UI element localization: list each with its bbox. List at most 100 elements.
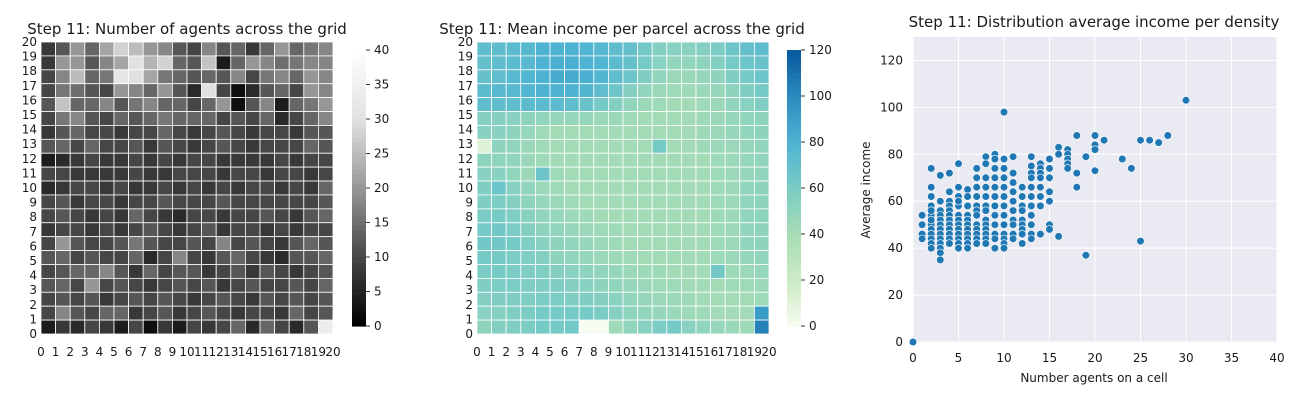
heatmap-cell	[608, 305, 624, 321]
x-tick-label: 16	[703, 345, 718, 359]
heatmap-cell	[622, 83, 639, 99]
heatmap-cell	[157, 208, 173, 224]
heatmap-cell	[259, 111, 276, 126]
x-tick-label: 18	[732, 345, 747, 359]
heatmap-cell	[99, 111, 115, 126]
heatmap-cell	[274, 319, 290, 335]
heatmap-cell	[201, 222, 217, 238]
heatmap-cell	[69, 83, 86, 99]
heatmap-cell	[651, 277, 668, 293]
heatmap-cell	[201, 83, 217, 99]
heatmap-cell	[99, 97, 115, 112]
heatmap-cell	[99, 138, 115, 154]
heatmap-cell	[622, 41, 639, 57]
heatmap-cell	[99, 125, 115, 140]
heatmap-cell	[113, 250, 130, 265]
heatmap-cell	[666, 111, 682, 126]
heatmap-cell	[651, 291, 668, 307]
heatmap-cell	[113, 291, 130, 307]
scatter-point	[1081, 251, 1090, 260]
heatmap-cell	[754, 291, 770, 307]
colorbar-segment	[787, 298, 801, 304]
heatmap-cell	[40, 180, 57, 196]
scatter-point	[1045, 173, 1054, 182]
heatmap-cell	[303, 138, 319, 154]
heatmap-cell	[739, 166, 755, 182]
scatter-point	[917, 220, 927, 229]
heatmap-cell	[476, 55, 493, 71]
colorbar-segment	[352, 307, 366, 313]
heatmap-cell	[84, 305, 100, 321]
heatmap-cell	[608, 69, 624, 85]
heatmap-cell	[520, 83, 536, 99]
x-tick-label: 2	[66, 345, 74, 359]
heatmap-cell	[505, 166, 522, 182]
colorbar-segment	[787, 229, 801, 235]
heatmap-cell	[230, 69, 246, 85]
heatmap-cell	[681, 291, 697, 307]
heatmap-cell	[491, 111, 507, 126]
heatmap-cell	[578, 138, 595, 154]
heatmap-cell	[564, 97, 580, 112]
heatmap-cell	[317, 264, 334, 279]
heatmap-cell	[549, 264, 566, 279]
heatmap-cell	[564, 138, 580, 154]
colorbar-segment	[787, 174, 801, 180]
heatmap-cell	[754, 180, 770, 196]
heatmap-cell	[754, 305, 770, 321]
heatmap-cell	[593, 138, 609, 154]
heatmap-cell	[259, 41, 276, 57]
heatmap-cell	[622, 180, 639, 196]
y-tick-label: 15	[22, 108, 37, 122]
colorbar-segment	[352, 96, 366, 102]
heatmap-cell	[128, 208, 144, 224]
heatmap-cell	[69, 222, 86, 238]
heatmap-cell	[274, 264, 290, 279]
heatmap-cell	[549, 291, 566, 307]
heatmap-cell	[666, 277, 682, 293]
heatmap-cell	[69, 208, 86, 224]
heatmap-cell	[637, 152, 653, 168]
heatmap-cell	[549, 41, 566, 57]
heatmap-cell	[230, 305, 246, 321]
heatmap-cell	[40, 277, 57, 293]
scatter-point	[1118, 154, 1127, 164]
heatmap-cell	[288, 152, 305, 168]
heatmap-cell	[520, 180, 536, 196]
heatmap-cell	[549, 152, 566, 168]
heatmap-cell	[549, 125, 566, 140]
heatmap-cell	[113, 277, 130, 293]
heatmap-cell	[535, 97, 551, 112]
scatter-point	[999, 173, 1009, 182]
colorbar-segment	[352, 73, 366, 79]
heatmap-cell	[739, 125, 755, 140]
x-tick-label: 0	[473, 345, 481, 359]
heatmap-cell	[666, 291, 682, 307]
heatmap-cell	[186, 111, 203, 126]
heatmap-cell	[505, 180, 522, 196]
heatmap-cell	[520, 319, 536, 335]
colorbar-segment	[352, 293, 366, 299]
scatter-point	[999, 211, 1009, 220]
colorbar-segment	[787, 165, 801, 171]
y-tick-label: 6	[29, 239, 37, 253]
heatmap-cell	[317, 41, 334, 57]
heatmap-cell	[724, 291, 741, 307]
agents-heatmap-title: Step 11: Number of agents across the gri…	[27, 20, 347, 38]
colorbar-segment	[787, 123, 801, 129]
heatmap-cell	[244, 138, 261, 154]
heatmap-cell	[40, 83, 57, 99]
heatmap-cell	[710, 41, 726, 57]
heatmap-cell	[476, 166, 493, 182]
colorbar-segment	[352, 63, 366, 69]
heatmap-cell	[259, 180, 276, 196]
y-tick-label: 60	[888, 194, 903, 208]
heatmap-cell	[84, 236, 100, 251]
heatmap-cell	[99, 291, 115, 307]
heatmap-cell	[593, 97, 609, 112]
heatmap-cell	[171, 111, 188, 126]
heatmap-cell	[201, 305, 217, 321]
y-tick-label: 4	[465, 269, 473, 283]
heatmap-cell	[157, 69, 173, 85]
heatmap-cell	[491, 277, 507, 293]
